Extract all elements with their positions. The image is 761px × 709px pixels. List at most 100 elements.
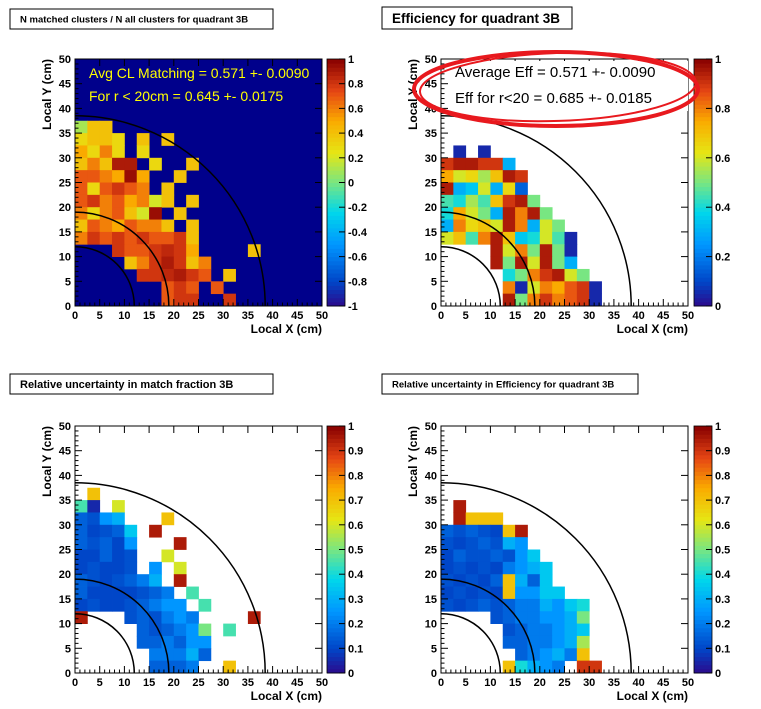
colorbar-tick-label: 0 bbox=[715, 668, 721, 680]
colorbar-band bbox=[327, 252, 345, 258]
y-tick-label: 10 bbox=[425, 619, 437, 631]
heatmap-cell bbox=[465, 194, 479, 208]
colorbar-band bbox=[327, 71, 345, 76]
heatmap-cell bbox=[515, 194, 528, 208]
heatmap-cell bbox=[87, 133, 101, 146]
y-tick-label: 20 bbox=[425, 569, 437, 581]
heatmap-cell bbox=[173, 244, 187, 257]
colorbar-band bbox=[694, 615, 712, 620]
colorbar-band bbox=[694, 83, 712, 89]
heatmap-cell bbox=[478, 598, 491, 612]
panel-title-box bbox=[381, 373, 639, 395]
colorbar-band bbox=[694, 198, 712, 204]
heatmap-cell bbox=[527, 293, 541, 307]
heatmap-cell bbox=[87, 170, 101, 183]
x-tick-label: 35 bbox=[242, 310, 254, 322]
heatmap-cell bbox=[149, 157, 162, 171]
heatmap-cell bbox=[75, 524, 88, 538]
y-tick-label: 50 bbox=[59, 421, 71, 433]
heatmap-cell bbox=[112, 219, 125, 233]
heatmap-cell bbox=[539, 244, 553, 257]
colorbar-band bbox=[694, 161, 712, 167]
y-axis-label: Local Y (cm) bbox=[406, 59, 420, 130]
y-axis-label: Local Y (cm) bbox=[40, 59, 54, 130]
colorbar-frame bbox=[693, 58, 713, 307]
x-axis-label: Local X (cm) bbox=[251, 689, 322, 703]
colorbar-band bbox=[694, 145, 712, 151]
heatmap-cell bbox=[136, 586, 150, 600]
x-tick-label: 45 bbox=[657, 677, 669, 689]
colorbar-band bbox=[327, 611, 345, 616]
heatmap-cell bbox=[161, 512, 175, 526]
heatmap-cell bbox=[527, 586, 541, 600]
y-tick-label: 35 bbox=[425, 128, 437, 140]
heatmap-cell bbox=[441, 182, 454, 196]
colorbar-band bbox=[694, 463, 712, 468]
x-tick-label: 50 bbox=[316, 677, 328, 689]
colorbar-band bbox=[327, 301, 345, 307]
colorbar-band bbox=[694, 586, 712, 592]
y-tick-label: 20 bbox=[59, 202, 71, 214]
heatmap-cell bbox=[527, 598, 541, 612]
heatmap-cell bbox=[223, 268, 236, 282]
colorbar-band bbox=[694, 549, 712, 555]
colorbar-band bbox=[327, 244, 345, 249]
x-tick-label: 15 bbox=[143, 677, 155, 689]
heatmap-cell bbox=[99, 537, 113, 550]
colorbar-band bbox=[694, 289, 712, 295]
heatmap-cell bbox=[112, 157, 125, 171]
colorbar-band bbox=[327, 586, 345, 592]
heatmap-cell bbox=[453, 231, 467, 245]
heatmap-cell bbox=[112, 512, 125, 526]
heatmap-cell bbox=[552, 635, 565, 649]
heatmap-cell bbox=[186, 611, 199, 624]
colorbar-band bbox=[694, 450, 712, 456]
heatmap-cell bbox=[453, 537, 467, 550]
heatmap-cell bbox=[564, 598, 578, 612]
heatmap-cell bbox=[186, 623, 199, 637]
heatmap-cell bbox=[75, 170, 88, 183]
colorbar-band bbox=[327, 79, 345, 85]
colorbar-band bbox=[694, 623, 712, 629]
colorbar-band bbox=[694, 133, 712, 138]
heatmap-cell bbox=[112, 586, 125, 600]
colorbar-band bbox=[694, 273, 712, 278]
heatmap-cell bbox=[112, 500, 125, 513]
heatmap-cell bbox=[87, 231, 101, 245]
heatmap-cell bbox=[136, 244, 150, 257]
heatmap-cell bbox=[441, 598, 454, 612]
colorbar-band bbox=[694, 277, 712, 282]
colorbar-band bbox=[327, 471, 345, 476]
colorbar-band bbox=[694, 557, 712, 563]
heatmap-cell bbox=[502, 256, 516, 270]
x-tick-label: 40 bbox=[632, 677, 644, 689]
colorbar-band bbox=[327, 549, 345, 555]
colorbar-band bbox=[694, 128, 712, 134]
panel-title: Relative uncertainty in match fraction 3… bbox=[20, 379, 233, 391]
colorbar-band bbox=[694, 574, 712, 579]
heatmap-cell bbox=[124, 561, 138, 575]
y-tick-label: 15 bbox=[59, 594, 71, 606]
x-tick-label: 50 bbox=[682, 677, 694, 689]
colorbar-band bbox=[327, 631, 345, 637]
heatmap-cell bbox=[453, 500, 467, 513]
heatmap-cell bbox=[149, 574, 162, 587]
x-tick-label: 45 bbox=[291, 677, 303, 689]
heatmap-cell bbox=[576, 268, 590, 282]
heatmap-cell bbox=[552, 256, 565, 270]
colorbar-band bbox=[694, 582, 712, 588]
colorbar-band bbox=[327, 91, 345, 97]
colorbar-band bbox=[327, 260, 345, 266]
heatmap-cell bbox=[539, 231, 553, 245]
heatmap-cell bbox=[564, 268, 578, 282]
x-tick-label: 0 bbox=[438, 677, 444, 689]
heatmap-cell bbox=[149, 268, 162, 282]
colorbar-band bbox=[694, 236, 712, 241]
y-tick-label: 40 bbox=[425, 470, 437, 482]
heatmap-cell bbox=[515, 537, 528, 550]
x-tick-label: 20 bbox=[168, 310, 180, 322]
colorbar-band bbox=[327, 100, 345, 105]
heatmap-cell bbox=[502, 574, 516, 587]
heatmap-cell bbox=[161, 611, 175, 624]
heatmap-cell bbox=[490, 537, 504, 550]
